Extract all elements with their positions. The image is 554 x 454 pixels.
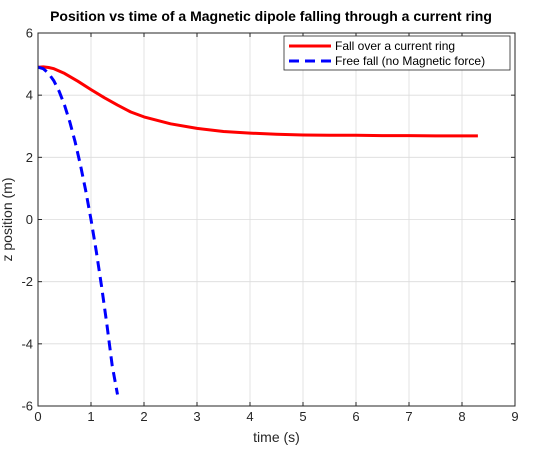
legend-label-free-fall: Free fall (no Magnetic force) bbox=[335, 54, 485, 68]
plot-area: 0 1 2 3 4 5 6 7 8 9 -6 -4 -2 0 2 4 6 bbox=[21, 26, 518, 425]
x-tick-label: 2 bbox=[140, 409, 147, 424]
x-tick-label: 7 bbox=[405, 409, 412, 424]
legend: Fall over a current ring Free fall (no M… bbox=[283, 35, 511, 71]
x-tick-label: 5 bbox=[299, 409, 306, 424]
y-tick-label: 6 bbox=[26, 26, 33, 41]
legend-label-fall-over-ring: Fall over a current ring bbox=[335, 39, 455, 53]
legend-box bbox=[283, 35, 511, 71]
chart-title: Position vs time of a Magnetic dipole fa… bbox=[50, 8, 492, 24]
y-tick-label: -6 bbox=[21, 399, 33, 414]
series-line-fall-over-ring bbox=[37, 65, 478, 138]
x-tick-label: 8 bbox=[458, 409, 465, 424]
y-tick-label: -2 bbox=[21, 274, 33, 289]
y-tick-label: 0 bbox=[26, 212, 33, 227]
x-axis-label: time (s) bbox=[253, 429, 300, 445]
x-tick-label: 0 bbox=[34, 409, 41, 424]
series-line-free-fall bbox=[37, 65, 119, 395]
x-tick-label: 6 bbox=[352, 409, 359, 424]
x-tick-label: 9 bbox=[511, 409, 518, 424]
y-tick-label: 2 bbox=[26, 150, 33, 165]
y-axis-label: z position (m) bbox=[0, 177, 15, 261]
y-tick-label: 4 bbox=[26, 88, 33, 103]
x-tick-label: 4 bbox=[246, 409, 253, 424]
axis-ticks: 0 1 2 3 4 5 6 7 8 9 -6 -4 -2 0 2 4 6 bbox=[21, 26, 518, 425]
series-lines bbox=[37, 65, 478, 395]
x-tick-label: 1 bbox=[87, 409, 94, 424]
y-tick-label: -4 bbox=[21, 336, 33, 351]
x-tick-label: 3 bbox=[193, 409, 200, 424]
